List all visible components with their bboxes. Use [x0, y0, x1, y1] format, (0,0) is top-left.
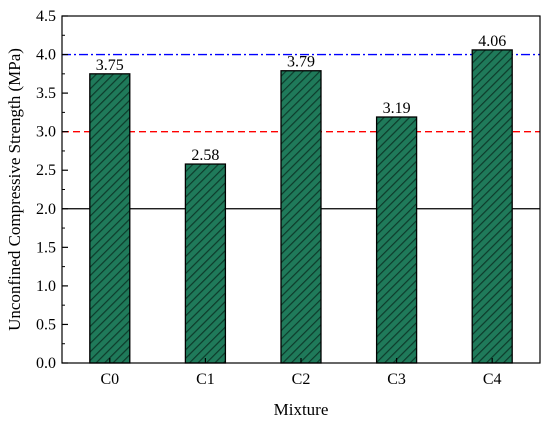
data-label-c3: 3.19 [383, 100, 411, 117]
bar-c0 [89, 73, 131, 364]
bars [89, 49, 513, 364]
bar-c2 [280, 70, 322, 364]
y-tick-label-0.0: 0.0 [36, 355, 56, 372]
x-tick-label-c2: C2 [292, 371, 311, 388]
y-axis: 0.0 0.5 1.0 1.5 2.0 2.5 3.0 3.5 4.0 4.5 [36, 8, 68, 372]
y-tick-label-4.0: 4.0 [36, 47, 56, 64]
data-label-c4: 4.06 [478, 33, 506, 50]
y-tick-label-2.5: 2.5 [36, 162, 56, 179]
y-axis-title: Unconfined Compressive Strength (MPa) [5, 48, 24, 331]
x-tick-label-c3: C3 [387, 371, 406, 388]
y-tick-label-0.5: 0.5 [36, 316, 56, 333]
bar-c1 [184, 163, 227, 364]
y-tick-label-4.5: 4.5 [36, 8, 56, 25]
bar-c4 [471, 49, 513, 364]
y-tick-label-3.0: 3.0 [36, 124, 56, 141]
bar-c3 [375, 116, 418, 364]
y-tick-label-2.0: 2.0 [36, 201, 56, 218]
data-labels: 3.75 2.58 3.79 3.19 4.06 [96, 33, 506, 164]
y-tick-label-1.5: 1.5 [36, 239, 56, 256]
x-tick-label-c4: C4 [483, 371, 502, 388]
y-tick-label-1.0: 1.0 [36, 278, 56, 295]
y-tick-label-3.5: 3.5 [36, 85, 56, 102]
data-label-c0: 3.75 [96, 57, 124, 74]
x-axis-title: Mixture [274, 400, 329, 419]
x-tick-label-c1: C1 [196, 371, 215, 388]
data-label-c2: 3.79 [287, 54, 315, 71]
x-tick-label-c0: C0 [100, 371, 119, 388]
data-label-c1: 2.58 [191, 147, 219, 164]
x-axis: C0 C1 C2 C3 C4 [100, 358, 502, 388]
